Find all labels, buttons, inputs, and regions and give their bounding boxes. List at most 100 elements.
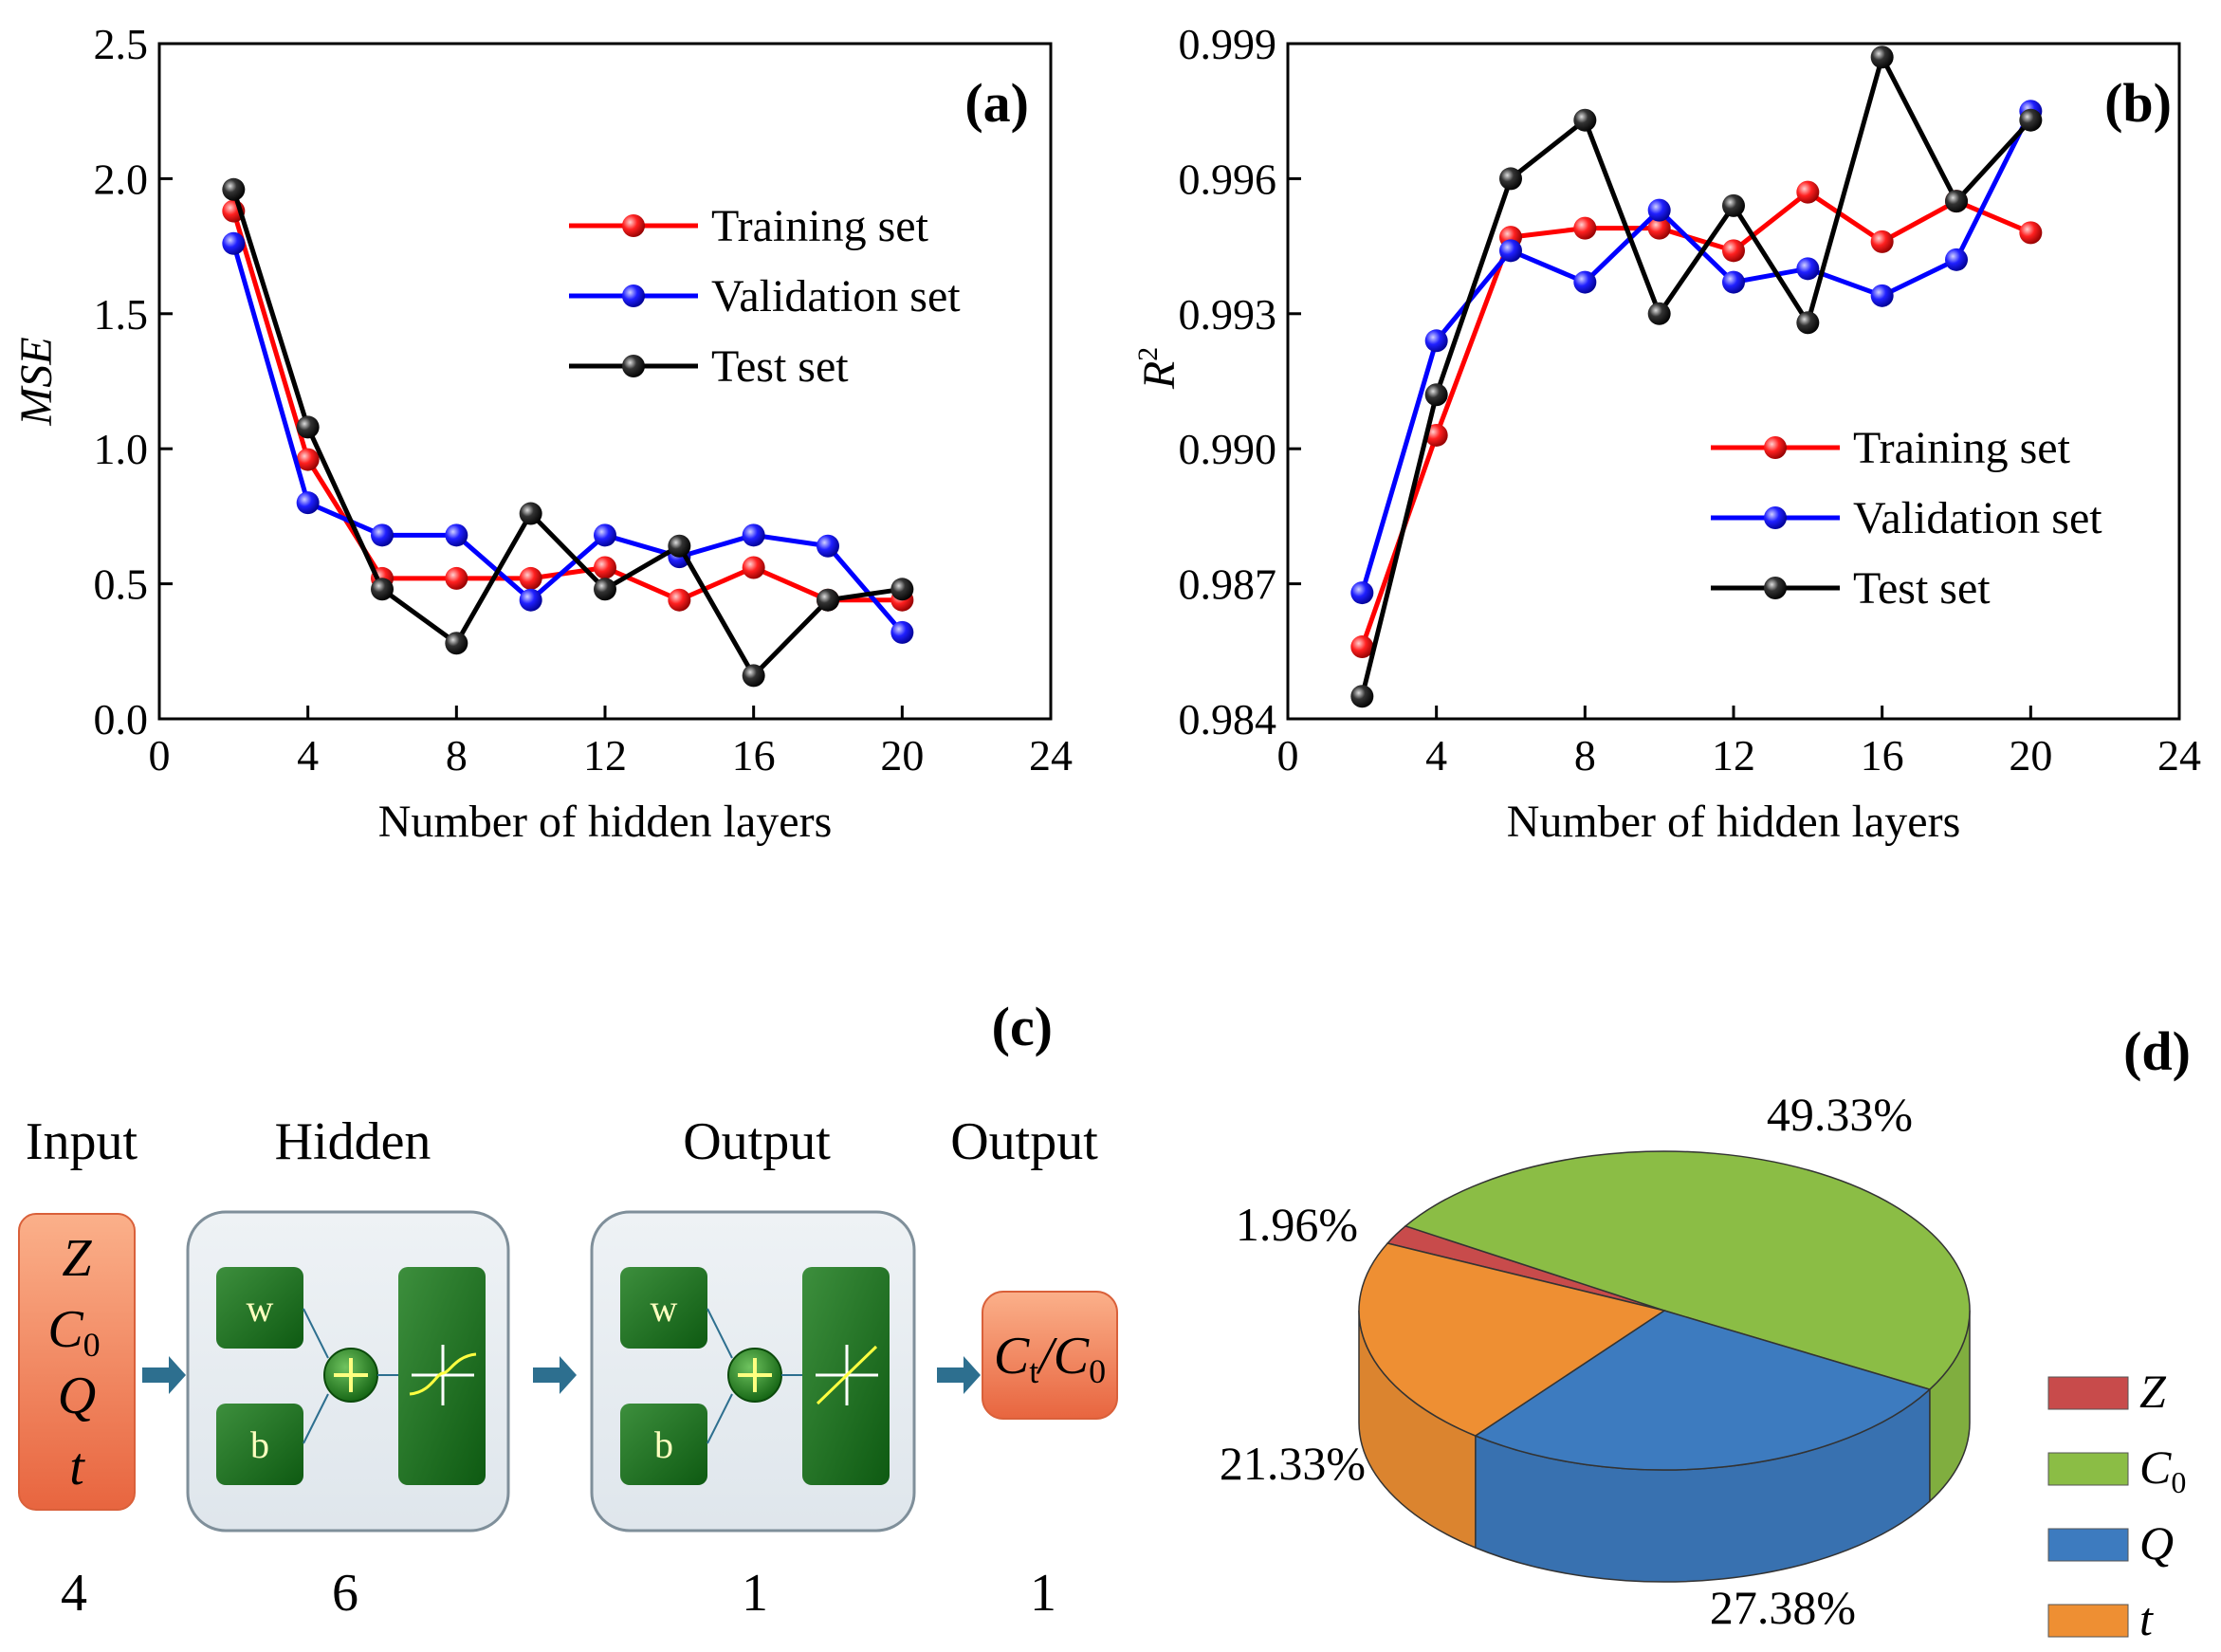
data-point: [445, 566, 468, 590]
data-point: [668, 534, 691, 558]
data-point: [371, 523, 394, 547]
data-point: [1573, 216, 1597, 240]
pie-label-c0: 49.33%: [1767, 1088, 1913, 1141]
legend-marker: [1764, 506, 1787, 529]
y-tick-label: 0.984: [1179, 695, 1277, 743]
data-point: [668, 588, 691, 612]
output-box: [982, 1291, 1118, 1420]
x-tick-label: 24: [2157, 731, 2201, 780]
legend-swatch-t: [2047, 1604, 2129, 1638]
chart-b-panel-label: (b): [2104, 72, 2172, 134]
output-weight-box: [620, 1267, 707, 1349]
data-point: [519, 502, 542, 525]
chart-a: 0 4 8 12 16 20 24 0.0 0.5 1.0 1.5 2.0 2.5 Number of …: [11, 20, 1073, 847]
chart-a-axes: 0 4 8 12 16 20 24 0.0 0.5 1.0 1.5 2.0 2.5: [94, 20, 1074, 780]
chart-a-xlabel: Number of hidden layers: [378, 797, 833, 847]
y-tick-label: 0.5: [94, 560, 149, 609]
data-point: [1647, 302, 1671, 325]
hidden-bias-box: [216, 1404, 303, 1485]
series-line-validation-set: [230, 243, 905, 634]
data-point: [1350, 685, 1374, 708]
output-weight-label: w: [651, 1287, 678, 1330]
data-point: [1796, 311, 1820, 335]
data-point: [2019, 221, 2043, 245]
data-point: [1870, 46, 1894, 69]
data-point: [296, 448, 320, 471]
x-tick-label: 20: [2009, 731, 2052, 780]
legend-marker: [1764, 436, 1787, 459]
y-tick-label: 2.0: [94, 155, 149, 203]
input-c0: C0: [47, 1300, 100, 1364]
data-point: [445, 632, 468, 655]
data-point: [817, 588, 839, 612]
chart-a-panel-label: (a): [964, 72, 1029, 134]
series-line-validation-set: [1359, 110, 2033, 594]
data-point: [817, 534, 839, 558]
network-diagram: (c) Input Hidden Output Output Z C0 Q t …: [18, 996, 1118, 1623]
arrow-icon: [142, 1356, 186, 1394]
x-tick-label: 20: [880, 731, 924, 780]
legend-swatch-z: [2047, 1376, 2129, 1410]
legend-label: Training set: [711, 201, 929, 251]
data-point: [1796, 257, 1820, 281]
legend-swatch-q: [2047, 1528, 2129, 1562]
chart-b-ylabel-base: R: [1134, 361, 1184, 390]
legend-marker: [1764, 577, 1787, 599]
data-point: [1945, 190, 1968, 213]
legend-label-z: Z: [2139, 1365, 2167, 1418]
output-ratio: Ct/C0: [994, 1327, 1106, 1390]
data-point: [296, 491, 320, 515]
x-tick-label: 4: [297, 731, 319, 780]
x-tick-label: 0: [1277, 731, 1299, 780]
x-tick-label: 16: [1861, 731, 1904, 780]
legend-label-c0: C0: [2139, 1441, 2186, 1499]
count-input: 4: [61, 1564, 87, 1623]
network-panel-label: (c): [992, 996, 1053, 1057]
x-tick-label: 16: [732, 731, 776, 780]
data-point: [296, 415, 320, 439]
data-point: [890, 620, 914, 644]
data-point: [1722, 193, 1745, 217]
arrow-icon: [533, 1356, 577, 1394]
hidden-weight-box: [216, 1267, 303, 1349]
y-tick-label: 1.5: [94, 290, 149, 339]
data-point: [1647, 198, 1671, 222]
pie-chart: (d) 1.96% 49.33% 27.38% 21.33% Z C0 Qt: [1220, 1020, 2191, 1645]
data-point: [1945, 248, 1968, 271]
data-point: [1350, 635, 1374, 659]
data-point: [1350, 581, 1374, 605]
chart-b-series: [1350, 46, 2043, 708]
data-point: [222, 231, 246, 255]
x-tick-label: 12: [583, 731, 627, 780]
data-point: [519, 588, 542, 612]
pie-legend: Z C0 Qt: [2047, 1365, 2186, 1645]
pie-label-z: 1.96%: [1236, 1198, 1358, 1251]
chart-b-ylabel-sup: 2: [1132, 347, 1164, 361]
header-hidden: Hidden: [275, 1112, 431, 1171]
data-point: [1647, 216, 1671, 240]
hidden-weight-label: w: [247, 1287, 274, 1330]
pie-panel-label: (d): [2123, 1020, 2191, 1082]
data-point: [742, 523, 765, 547]
data-point: [1573, 108, 1597, 132]
data-point: [594, 578, 616, 601]
data-point: [445, 523, 468, 547]
chart-b-legend: Training set Validation set Test set: [1711, 423, 2102, 614]
legend-marker: [622, 355, 645, 377]
legend-label: Training set: [1853, 423, 2071, 473]
chart-b-axes: 0 4 8 12 16 20 24 0.984 0.987 0.990 0.993 0.996 0.99…: [1179, 20, 2202, 780]
data-point: [1573, 270, 1597, 294]
output-bias-label: b: [654, 1423, 673, 1466]
data-point: [1499, 239, 1522, 263]
data-point: [1722, 270, 1745, 294]
data-point: [1722, 239, 1745, 263]
chart-b-frame: [1286, 42, 2181, 721]
header-output: Output: [950, 1112, 1098, 1171]
pie-slices: [1358, 1150, 1971, 1471]
chart-a-legend: Training set Validation set Test set: [569, 201, 961, 392]
count-hidden: 6: [332, 1564, 358, 1623]
data-point: [1870, 284, 1894, 307]
sigmoid-icon: [409, 1345, 477, 1405]
count-output: 1: [1030, 1564, 1056, 1623]
x-tick-label: 0: [149, 731, 171, 780]
